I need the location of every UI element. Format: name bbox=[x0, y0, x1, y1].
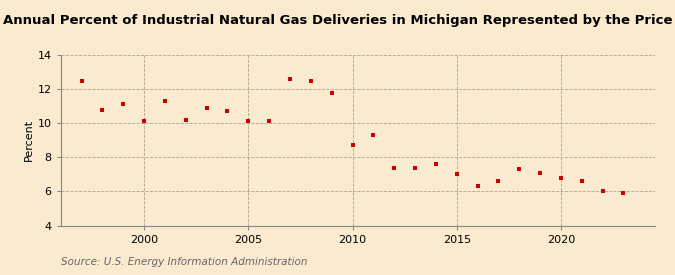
Text: Source: U.S. Energy Information Administration: Source: U.S. Energy Information Administ… bbox=[61, 257, 307, 267]
Point bbox=[76, 78, 87, 83]
Point bbox=[618, 191, 629, 195]
Point bbox=[139, 119, 150, 124]
Point bbox=[347, 143, 358, 148]
Y-axis label: Percent: Percent bbox=[24, 119, 34, 161]
Point bbox=[452, 172, 462, 177]
Point bbox=[118, 102, 129, 107]
Point bbox=[97, 107, 108, 112]
Point bbox=[493, 179, 504, 183]
Point bbox=[576, 179, 587, 183]
Point bbox=[326, 90, 337, 95]
Point bbox=[243, 119, 254, 124]
Point bbox=[306, 78, 317, 83]
Text: Annual Percent of Industrial Natural Gas Deliveries in Michigan Represented by t: Annual Percent of Industrial Natural Gas… bbox=[3, 14, 672, 27]
Point bbox=[368, 133, 379, 137]
Point bbox=[180, 118, 191, 122]
Point bbox=[535, 170, 545, 175]
Point bbox=[264, 119, 275, 124]
Point bbox=[410, 165, 421, 170]
Point bbox=[472, 184, 483, 188]
Point bbox=[514, 167, 524, 171]
Point bbox=[556, 175, 566, 180]
Point bbox=[222, 109, 233, 114]
Point bbox=[159, 99, 170, 103]
Point bbox=[431, 162, 441, 166]
Point bbox=[597, 189, 608, 194]
Point bbox=[285, 77, 296, 81]
Point bbox=[201, 106, 212, 110]
Point bbox=[389, 165, 400, 170]
